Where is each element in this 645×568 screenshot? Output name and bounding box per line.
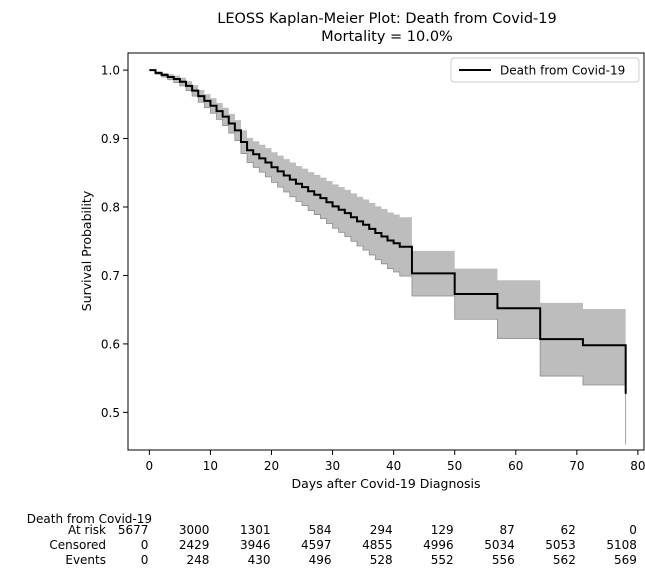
- at-risk-table-cell: 4855: [362, 538, 393, 552]
- at-risk-table-cell: 248: [187, 553, 210, 567]
- at-risk-table-cell: 496: [309, 553, 332, 567]
- legend-box: [450, 57, 640, 83]
- x-tick-label: 50: [447, 459, 462, 473]
- at-risk-table-cell: 528: [370, 553, 393, 567]
- confidence-band: [149, 70, 626, 445]
- at-risk-table-cell: 4996: [423, 538, 454, 552]
- at-risk-table: Death from Covid-19 At risk 5677 3000 1301 5…: [27, 512, 637, 567]
- x-tick-label: 30: [325, 459, 340, 473]
- x-tick-label: 0: [146, 459, 154, 473]
- at-risk-table-cell: 584: [309, 523, 332, 537]
- at-risk-table-cell: 2429: [179, 538, 210, 552]
- y-axis: 0.5 0.6 0.7 0.8 0.9 1.0: [101, 64, 128, 420]
- y-tick-label: 0.5: [101, 406, 120, 420]
- at-risk-table-cell: 4597: [301, 538, 332, 552]
- x-axis: 0 10 20 30 40 50 60 70 80: [146, 450, 645, 473]
- x-tick-label: 70: [569, 459, 584, 473]
- x-tick-label: 60: [508, 459, 523, 473]
- plot-frame: [127, 52, 645, 451]
- at-risk-table-group-label: Death from Covid-19: [27, 512, 152, 526]
- at-risk-table-cell: 562: [553, 553, 576, 567]
- y-tick-label: 0.8: [101, 201, 120, 215]
- at-risk-table-cell: 430: [248, 553, 271, 567]
- at-risk-table-cell: 0: [629, 523, 637, 537]
- x-tick-label: 10: [203, 459, 218, 473]
- y-tick-label: 1.0: [101, 64, 120, 78]
- at-risk-table-cell: 0: [141, 553, 149, 567]
- x-tick-label: 20: [264, 459, 279, 473]
- chart-subtitle: Mortality = 10.0%: [321, 29, 453, 45]
- at-risk-table-row-label: Censored: [49, 538, 106, 552]
- at-risk-table-cell: 5034: [484, 538, 515, 552]
- at-risk-table-cell: 62: [561, 523, 576, 537]
- at-risk-table-cell: 294: [370, 523, 393, 537]
- at-risk-table-cell: 552: [431, 553, 454, 567]
- at-risk-table-cell: 129: [431, 523, 454, 537]
- at-risk-table-cell: 556: [492, 553, 515, 567]
- plot-area: [127, 52, 645, 451]
- at-risk-table-cell: 5108: [606, 538, 637, 552]
- at-risk-table-cell: 3946: [240, 538, 271, 552]
- legend-label: Death from Covid-19: [500, 64, 625, 78]
- y-tick-label: 0.7: [101, 269, 120, 283]
- y-axis-label: Survival Probability: [79, 190, 94, 311]
- at-risk-table-cell: 0: [141, 538, 149, 552]
- at-risk-table-cell: 569: [614, 553, 637, 567]
- at-risk-table-cell: 3000: [179, 523, 210, 537]
- chart-title: LEOSS Kaplan-Meier Plot: Death from Covi…: [217, 11, 556, 27]
- y-tick-label: 0.9: [101, 132, 120, 146]
- x-tick-label: 80: [630, 459, 645, 473]
- at-risk-table-row-label: Events: [65, 553, 106, 567]
- at-risk-table-cell: 5053: [545, 538, 576, 552]
- at-risk-table-row-label: At risk: [68, 523, 106, 537]
- confidence-band-lower-edge: [149, 69, 627, 445]
- survival-curve-death-from-covid-19: [149, 69, 627, 394]
- at-risk-table-cell: 1301: [240, 523, 271, 537]
- y-tick-label: 0.6: [101, 337, 120, 351]
- at-risk-table-cell: 5677: [118, 523, 149, 537]
- x-tick-label: 40: [386, 459, 401, 473]
- x-axis-label: Days after Covid-19 Diagnosis: [291, 476, 480, 491]
- at-risk-table-cell: 87: [499, 523, 514, 537]
- legend: Death from Covid-19: [450, 57, 640, 83]
